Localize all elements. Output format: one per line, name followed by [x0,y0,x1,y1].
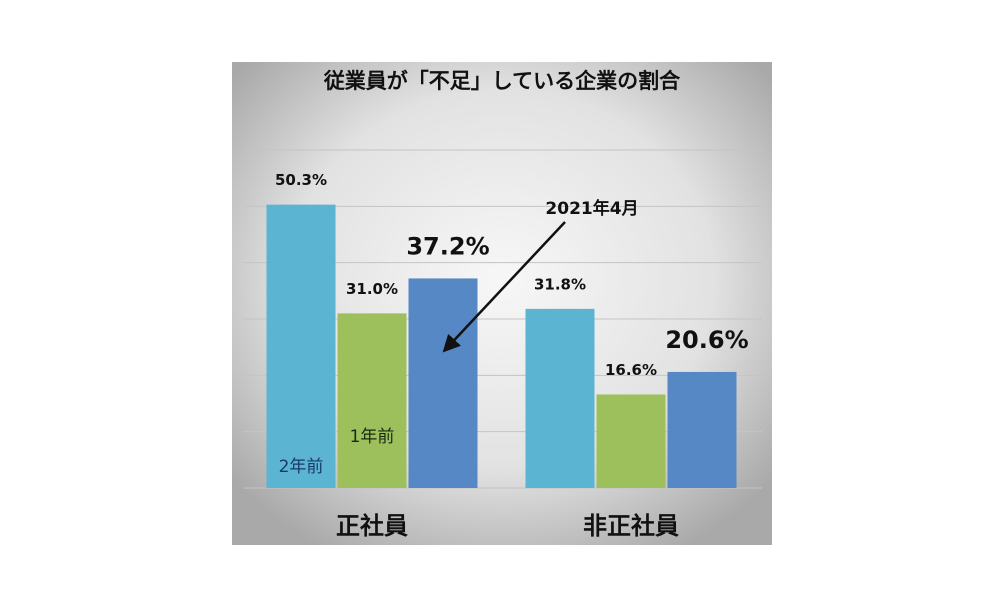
bar [596,394,666,488]
series-label: 1年前 [350,427,395,447]
data-label: 31.0% [346,280,398,298]
bar [408,278,478,488]
plot: 正社員 非正社員 50.3% 31.8% 2年前 31.0% 16.6% 1年前 37.2% 20… [243,149,762,540]
data-label: 50.3% [275,171,327,189]
x-tick-label: 正社員 [336,512,408,540]
bar [525,308,595,488]
chart-title: 従業員が「不足」している企業の割合 [323,69,681,93]
data-label: 37.2% [406,232,489,260]
bar [337,313,407,488]
x-tick-label: 非正社員 [583,512,679,540]
data-label: 31.8% [534,275,586,293]
annotation-label: 2021年4月 [545,198,638,219]
data-label: 20.6% [665,326,748,354]
data-label: 16.6% [605,361,657,379]
bar [667,371,737,488]
series-label: 2年前 [279,457,324,477]
annotation-arrow [442,221,566,353]
bar [266,204,336,489]
